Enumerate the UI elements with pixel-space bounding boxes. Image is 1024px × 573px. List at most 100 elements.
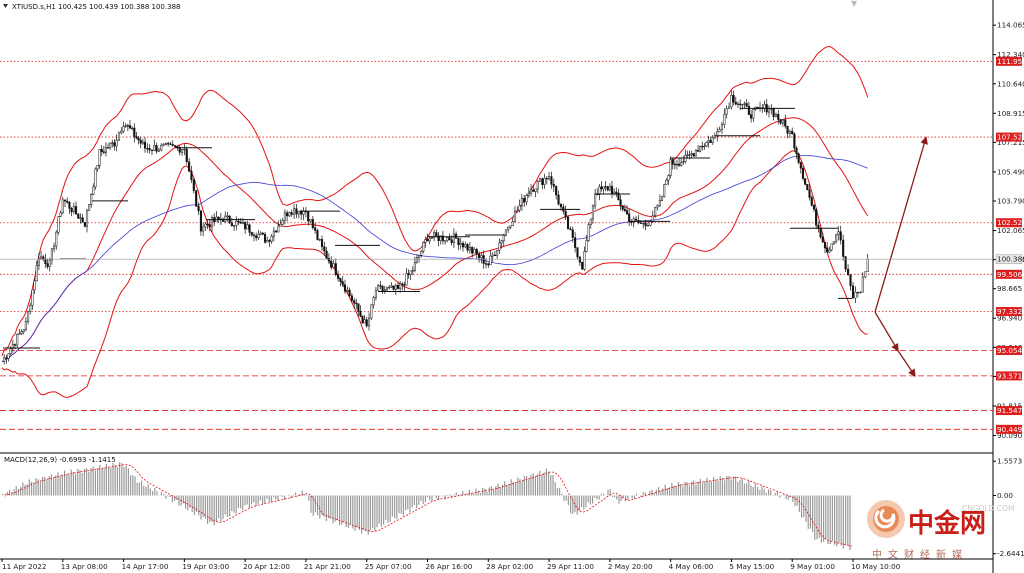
forecast-arrow[interactable] xyxy=(874,311,899,352)
candle-body xyxy=(832,241,835,245)
candle-body xyxy=(195,190,198,207)
candle-body xyxy=(552,184,555,187)
candle xyxy=(692,153,695,157)
candle xyxy=(192,178,195,194)
candle-body xyxy=(736,103,740,106)
candle-body xyxy=(233,225,236,227)
candle-body xyxy=(801,167,805,179)
candle-body xyxy=(246,224,249,230)
candle-body xyxy=(527,192,530,196)
candle xyxy=(102,146,105,155)
candle-body xyxy=(644,222,647,227)
forecast-arrow[interactable] xyxy=(897,350,916,377)
candle-body xyxy=(106,147,110,149)
candle xyxy=(795,146,798,160)
candle-body xyxy=(774,113,777,117)
macd-axis: 1.5573 0.00 -2.6441 xyxy=(993,457,1024,558)
candle-body xyxy=(658,200,661,206)
candle xyxy=(621,205,624,212)
candle-body xyxy=(594,193,597,207)
candle-body xyxy=(332,263,335,268)
candle xyxy=(239,218,242,224)
time-tick-label: 14 Apr 17:00 xyxy=(122,562,169,571)
candle xyxy=(839,225,842,245)
forecast-arrow[interactable] xyxy=(874,136,928,313)
candle xyxy=(27,310,30,325)
candle-body xyxy=(545,177,548,180)
candle xyxy=(699,145,702,153)
candle xyxy=(135,132,138,140)
candle-body xyxy=(221,218,225,222)
candle xyxy=(527,187,530,198)
candle-body xyxy=(642,222,645,225)
candle xyxy=(826,242,829,254)
candle xyxy=(642,222,645,229)
current-price-label: 100.388 xyxy=(997,255,1024,264)
chart-menu-triangle-icon[interactable] xyxy=(3,4,8,8)
candle-body xyxy=(348,289,351,297)
candle-body xyxy=(489,255,492,266)
candle-body xyxy=(357,303,360,312)
candle xyxy=(279,219,282,227)
candle-body xyxy=(155,145,158,152)
candle xyxy=(288,211,291,218)
candle-body xyxy=(837,231,840,236)
candle xyxy=(171,140,174,147)
time-tick-label: 21 Apr 21:00 xyxy=(304,562,351,571)
candle-body xyxy=(830,243,833,251)
candle-body xyxy=(370,304,373,319)
candle xyxy=(585,234,588,253)
candle xyxy=(799,161,802,174)
candle xyxy=(325,246,328,260)
candle-body xyxy=(85,210,89,227)
candle xyxy=(576,247,579,260)
candle-body xyxy=(635,218,638,221)
candle xyxy=(178,145,181,156)
price-plot-area[interactable] xyxy=(0,0,993,453)
candle xyxy=(180,148,184,156)
candle-body xyxy=(745,103,748,107)
candle xyxy=(235,216,238,231)
candle-body xyxy=(388,286,391,289)
candle xyxy=(320,235,324,251)
candle-body xyxy=(452,233,455,243)
candle-body xyxy=(137,137,140,141)
candle-body xyxy=(7,353,10,359)
price-tick-label: 91.815 xyxy=(997,401,1022,410)
price-tick-label: 96.940 xyxy=(997,314,1023,323)
candle xyxy=(293,203,296,219)
macd-pane[interactable]: 1.5573 0.00 -2.6441 MACD(12,26,9) -0.6993 … xyxy=(2,456,1024,558)
candle-body xyxy=(337,274,340,279)
candle-body xyxy=(325,250,328,259)
candle-body xyxy=(381,285,384,291)
candle xyxy=(160,143,163,152)
candle-body xyxy=(491,254,494,257)
candle-body xyxy=(96,165,99,170)
candle xyxy=(732,90,735,106)
candle xyxy=(346,286,349,293)
candle xyxy=(750,110,753,123)
candle-body xyxy=(72,206,75,213)
scroll-marker-icon[interactable]: ▼ xyxy=(851,0,858,8)
time-tick-label: 29 Apr 11:00 xyxy=(547,562,594,571)
candle xyxy=(806,184,809,191)
candle-body xyxy=(696,150,700,152)
candle-body xyxy=(555,185,558,196)
candle-body xyxy=(27,310,30,322)
candle-body xyxy=(241,221,244,224)
candle xyxy=(675,159,679,170)
candle-body xyxy=(610,186,614,195)
candle xyxy=(433,229,436,242)
candle xyxy=(37,253,40,271)
bollinger-upper-line xyxy=(1,45,869,356)
candle-body xyxy=(730,95,733,108)
candle-body xyxy=(511,221,514,227)
candle-body xyxy=(68,202,71,209)
candle xyxy=(409,270,412,280)
candle-body xyxy=(500,240,503,244)
candle xyxy=(50,247,53,265)
candle-body xyxy=(135,136,138,139)
candle-body xyxy=(718,129,721,132)
